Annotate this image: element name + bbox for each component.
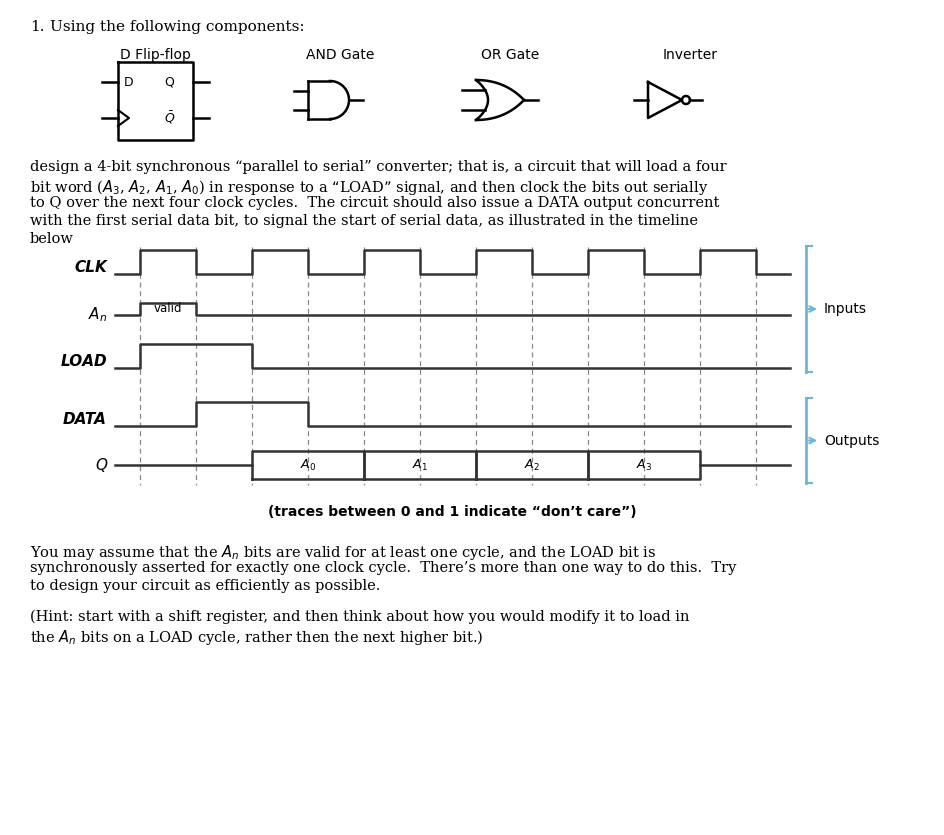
Text: 1.: 1. xyxy=(30,20,44,34)
Text: bit word ($A_3$, $A_2$, $A_1$, $A_0$) in response to a “LOAD” signal, and then c: bit word ($A_3$, $A_2$, $A_1$, $A_0$) in… xyxy=(30,178,708,197)
Text: $\bar{Q}$: $\bar{Q}$ xyxy=(164,109,176,126)
Text: design a 4-bit synchronous “parallel to serial” converter; that is, a circuit th: design a 4-bit synchronous “parallel to … xyxy=(30,160,727,174)
Text: Inputs: Inputs xyxy=(824,302,867,316)
Text: Q: Q xyxy=(164,75,174,89)
Text: DATA: DATA xyxy=(63,412,107,428)
Text: valid: valid xyxy=(154,302,182,316)
Text: You may assume that the $A_n$ bits are valid for at least one cycle, and the LOA: You may assume that the $A_n$ bits are v… xyxy=(30,543,656,562)
Text: Using the following components:: Using the following components: xyxy=(50,20,305,34)
Text: the $A_n$ bits on a LOAD cycle, rather then the next higher bit.): the $A_n$ bits on a LOAD cycle, rather t… xyxy=(30,628,483,647)
Text: D: D xyxy=(124,75,134,89)
Text: $A_1$: $A_1$ xyxy=(412,458,428,473)
Text: synchronously asserted for exactly one clock cycle.  There’s more than one way t: synchronously asserted for exactly one c… xyxy=(30,561,736,575)
Text: (Hint: start with a shift register, and then think about how you would modify it: (Hint: start with a shift register, and … xyxy=(30,610,689,625)
Text: $A_0$: $A_0$ xyxy=(300,458,316,473)
Text: with the first serial data bit, to signal the start of serial data, as illustrat: with the first serial data bit, to signa… xyxy=(30,214,698,228)
Text: CLK: CLK xyxy=(75,261,107,276)
Text: Outputs: Outputs xyxy=(824,433,880,448)
Text: D Flip-flop: D Flip-flop xyxy=(120,48,191,62)
Text: Q: Q xyxy=(95,458,107,473)
Text: to Q over the next four clock cycles.  The circuit should also issue a DATA outp: to Q over the next four clock cycles. Th… xyxy=(30,196,719,210)
Text: $A_n$: $A_n$ xyxy=(88,306,107,324)
Text: OR Gate: OR Gate xyxy=(480,48,539,62)
Text: below: below xyxy=(30,232,74,246)
Text: to design your circuit as efficiently as possible.: to design your circuit as efficiently as… xyxy=(30,579,380,593)
Text: $A_2$: $A_2$ xyxy=(524,458,540,473)
Text: (traces between 0 and 1 indicate “don’t care”): (traces between 0 and 1 indicate “don’t … xyxy=(268,505,637,519)
Text: AND Gate: AND Gate xyxy=(306,48,374,62)
Text: $A_3$: $A_3$ xyxy=(636,458,652,473)
Text: LOAD: LOAD xyxy=(60,355,107,370)
Text: Inverter: Inverter xyxy=(663,48,717,62)
